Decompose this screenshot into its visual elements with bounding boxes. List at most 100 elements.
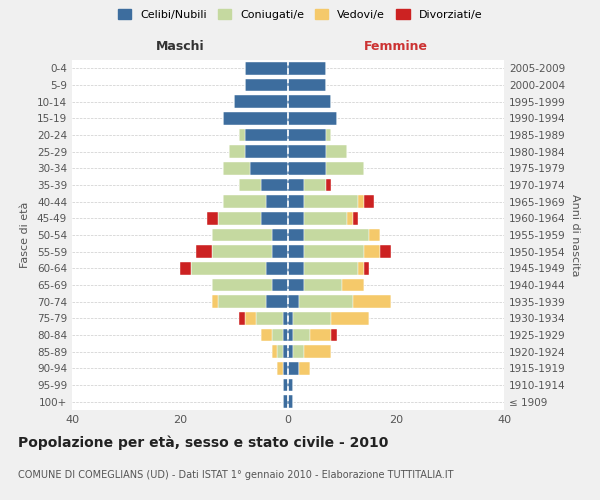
Bar [304, 346, 331, 358]
Bar [223, 162, 250, 174]
Bar [347, 212, 353, 224]
Bar [304, 279, 342, 291]
Bar [272, 279, 288, 291]
Bar [180, 262, 191, 274]
Bar [353, 212, 358, 224]
Bar [266, 196, 288, 208]
Bar [358, 262, 364, 274]
Bar [364, 196, 374, 208]
Bar [283, 312, 288, 324]
Bar [261, 212, 288, 224]
Bar [364, 262, 369, 274]
Bar [288, 196, 304, 208]
Bar [239, 179, 261, 192]
Bar [234, 96, 288, 108]
Bar [288, 396, 293, 408]
Bar [261, 329, 272, 341]
Bar [272, 329, 283, 341]
Bar [245, 62, 288, 74]
Bar [331, 312, 369, 324]
Bar [250, 162, 288, 174]
Bar [283, 362, 288, 374]
Bar [288, 312, 293, 324]
Text: Femmine: Femmine [364, 40, 428, 53]
Bar [261, 179, 288, 192]
Bar [304, 196, 358, 208]
Bar [272, 246, 288, 258]
Bar [283, 379, 288, 391]
Bar [288, 362, 299, 374]
Bar [212, 246, 272, 258]
Text: Popolazione per età, sesso e stato civile - 2010: Popolazione per età, sesso e stato civil… [18, 435, 388, 450]
Bar [272, 229, 288, 241]
Bar [299, 296, 353, 308]
Legend: Celibi/Nubili, Coniugati/e, Vedovi/e, Divorziati/e: Celibi/Nubili, Coniugati/e, Vedovi/e, Di… [115, 6, 485, 23]
Bar [358, 196, 364, 208]
Bar [288, 96, 331, 108]
Bar [288, 229, 304, 241]
Text: COMUNE DI COMEGLIANS (UD) - Dati ISTAT 1° gennaio 2010 - Elaborazione TUTTITALIA: COMUNE DI COMEGLIANS (UD) - Dati ISTAT 1… [18, 470, 454, 480]
Bar [277, 362, 283, 374]
Bar [326, 162, 364, 174]
Bar [304, 212, 347, 224]
Bar [304, 262, 358, 274]
Bar [283, 329, 288, 341]
Bar [299, 362, 310, 374]
Bar [288, 212, 304, 224]
Bar [326, 179, 331, 192]
Bar [288, 179, 304, 192]
Bar [196, 246, 212, 258]
Bar [288, 62, 326, 74]
Bar [293, 329, 310, 341]
Bar [353, 296, 391, 308]
Bar [288, 262, 304, 274]
Bar [288, 112, 337, 124]
Bar [304, 246, 364, 258]
Bar [212, 296, 218, 308]
Bar [293, 312, 331, 324]
Text: Maschi: Maschi [155, 40, 205, 53]
Bar [288, 279, 304, 291]
Y-axis label: Anni di nascita: Anni di nascita [569, 194, 580, 276]
Bar [212, 279, 272, 291]
Bar [245, 79, 288, 92]
Bar [266, 296, 288, 308]
Bar [326, 146, 347, 158]
Bar [304, 179, 326, 192]
Bar [239, 129, 245, 141]
Bar [331, 329, 337, 341]
Bar [283, 346, 288, 358]
Bar [256, 312, 283, 324]
Bar [288, 346, 293, 358]
Bar [288, 146, 326, 158]
Bar [229, 146, 245, 158]
Bar [207, 212, 218, 224]
Bar [191, 262, 266, 274]
Bar [245, 129, 288, 141]
Bar [288, 379, 293, 391]
Bar [288, 79, 326, 92]
Bar [277, 346, 283, 358]
Bar [310, 329, 331, 341]
Bar [304, 229, 369, 241]
Bar [218, 296, 266, 308]
Bar [288, 329, 293, 341]
Bar [223, 112, 288, 124]
Bar [364, 246, 380, 258]
Bar [288, 129, 326, 141]
Bar [288, 162, 326, 174]
Bar [288, 296, 299, 308]
Bar [212, 229, 272, 241]
Bar [245, 146, 288, 158]
Y-axis label: Fasce di età: Fasce di età [20, 202, 30, 268]
Bar [266, 262, 288, 274]
Bar [218, 212, 261, 224]
Bar [326, 129, 331, 141]
Bar [283, 396, 288, 408]
Bar [369, 229, 380, 241]
Bar [239, 312, 245, 324]
Bar [223, 196, 266, 208]
Bar [293, 346, 304, 358]
Bar [272, 346, 277, 358]
Bar [288, 246, 304, 258]
